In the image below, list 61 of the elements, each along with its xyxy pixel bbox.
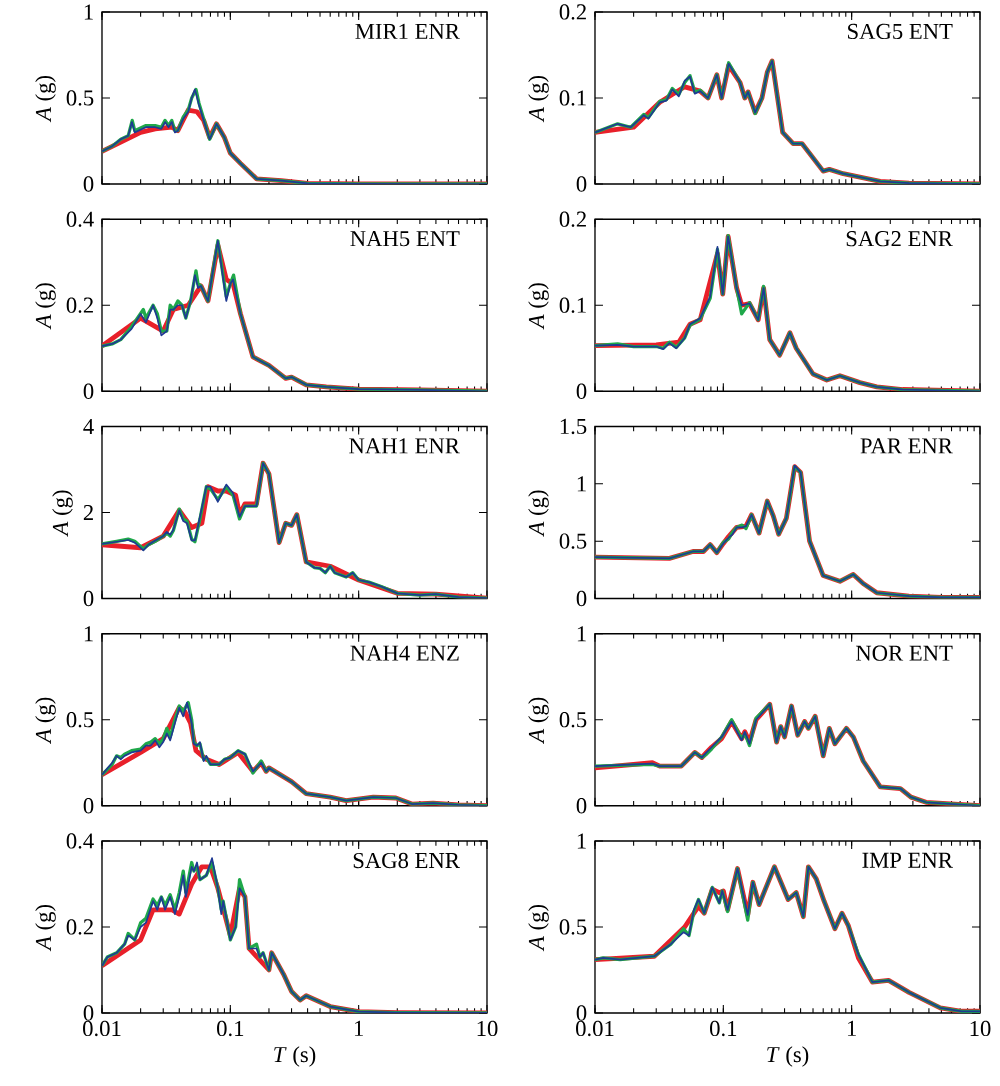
chart-title: PAR ENR <box>860 438 953 454</box>
y-axis-title: A (g) <box>528 904 549 952</box>
y-axis-title: A (g) <box>35 283 56 330</box>
y-axis-title: A (g) <box>528 75 549 123</box>
chart-title: NOR ENT <box>855 645 953 661</box>
y-axis-title: A (g) <box>35 697 56 744</box>
y-axis-title: A (g) <box>35 904 56 952</box>
y-tick-label: 0.5 <box>559 919 587 935</box>
y-tick-label: 0 <box>83 590 94 607</box>
y-axis-title: A (g) <box>528 490 549 537</box>
x-tick-label: 1 <box>847 1020 856 1036</box>
y-tick-label: 1 <box>577 833 586 849</box>
y-axis-title: A (g) <box>528 697 549 744</box>
y-tick-label: 0.2 <box>559 211 586 227</box>
y-tick-label: 0 <box>83 176 94 192</box>
chart-title: SAG8 ENR <box>353 852 460 869</box>
y-axis-title: A (g) <box>52 490 73 537</box>
y-tick-label: 0.2 <box>66 919 93 935</box>
y-tick-label: 0 <box>576 383 587 399</box>
y-tick-label: 0 <box>576 176 587 192</box>
y-tick-label: 2 <box>83 504 93 520</box>
y-tick-label: 0.5 <box>66 90 94 106</box>
x-axis-title: T (s) <box>767 1046 809 1067</box>
y-tick-label: 0.4 <box>66 833 94 849</box>
y-tick-label: 1 <box>84 4 93 20</box>
y-tick-label: 0 <box>83 383 94 399</box>
y-tick-label: 0.5 <box>559 533 587 549</box>
y-tick-label: 0 <box>83 1005 94 1021</box>
y-tick-label: 0.1 <box>559 90 586 106</box>
y-tick-label: 1.5 <box>560 418 587 435</box>
x-tick-label: 10 <box>970 1020 991 1037</box>
y-tick-label: 0.5 <box>559 712 587 728</box>
y-tick-label: 0 <box>576 1005 587 1021</box>
y-tick-label: 0.5 <box>66 712 94 728</box>
x-tick-label: 0.1 <box>710 1020 737 1037</box>
y-axis-title: A (g) <box>35 75 56 123</box>
y-tick-label: 4 <box>83 419 94 434</box>
x-tick-label: 1 <box>354 1020 363 1036</box>
chart-title: SAG2 ENR <box>846 231 953 247</box>
chart-title: MIR1 ENR <box>355 23 460 39</box>
chart-title: IMP ENR <box>862 852 953 868</box>
chart-title: SAG5 ENT <box>848 23 953 40</box>
y-tick-label: 0 <box>576 798 587 814</box>
x-tick-label: 10 <box>477 1020 498 1037</box>
y-tick-label: 0.1 <box>559 297 586 313</box>
chart-title: NAH4 ENZ <box>350 645 459 661</box>
y-tick-label: 0 <box>576 590 587 607</box>
y-tick-label: 0 <box>83 798 94 814</box>
y-tick-label: 0.2 <box>66 297 93 313</box>
x-tick-label: 0.1 <box>217 1020 244 1037</box>
y-axis-title: A (g) <box>528 283 549 330</box>
chart-title: NAH1 ENR <box>349 438 460 454</box>
y-tick-label: 1 <box>577 476 586 492</box>
x-tick-label: 0.01 <box>576 1020 614 1037</box>
y-tick-label: 1 <box>577 626 586 642</box>
x-axis-title: T (s) <box>274 1046 316 1067</box>
chart-title: NAH5 ENT <box>350 231 460 247</box>
y-tick-label: 0.2 <box>559 4 586 20</box>
x-tick-label: 0.01 <box>83 1020 121 1037</box>
y-tick-label: 0.4 <box>66 211 94 227</box>
y-tick-label: 1 <box>84 626 93 642</box>
